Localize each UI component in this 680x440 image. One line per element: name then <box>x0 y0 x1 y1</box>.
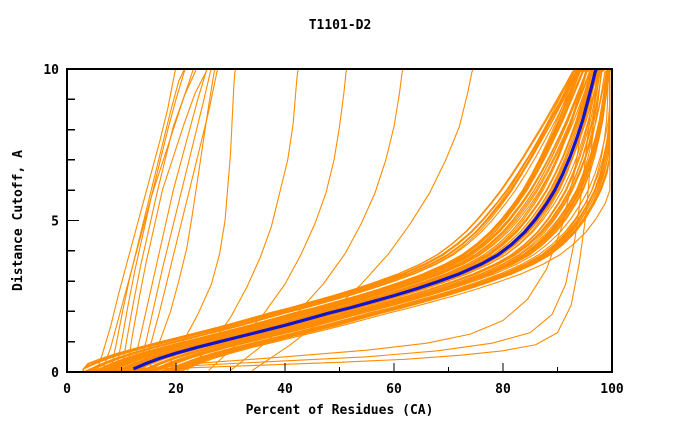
prediction-curve <box>98 69 587 372</box>
prediction-curve-outlier-steep <box>131 69 208 371</box>
prediction-curve <box>112 69 596 372</box>
prediction-curve <box>160 69 612 372</box>
prediction-curve <box>131 69 610 372</box>
prediction-curve-outlier-steep <box>115 69 186 371</box>
reference-curve <box>132 69 599 371</box>
prediction-curve-outlier-steep <box>120 69 197 371</box>
prediction-curve-outlier-mid <box>186 69 300 371</box>
prediction-curve <box>100 69 590 372</box>
chart-title: T1101-D2 <box>308 18 372 33</box>
prediction-curve-outlier-steep <box>126 69 208 371</box>
prediction-curve <box>100 69 594 372</box>
prediction-curve-outlier-steep <box>137 69 213 371</box>
axis-ticks-layer <box>66 68 613 373</box>
prediction-curve-outlier-steep <box>110 69 185 371</box>
y-tick-label: 10 <box>43 63 59 78</box>
prediction-curve-outlier-steep <box>142 69 219 371</box>
x-axis-label: Percent of Residues (CA) <box>246 403 434 418</box>
prediction-curve-outlier-mid <box>230 69 404 371</box>
y-axis-label: Distance Cutoff, A <box>11 150 26 291</box>
prediction-curve-outlier-steep <box>96 69 177 371</box>
x-tick-label: 100 <box>600 382 624 397</box>
x-tick-label: 20 <box>168 382 184 397</box>
prediction-curve-outlier-mid <box>208 69 348 371</box>
y-tick-label: 0 <box>51 366 59 381</box>
x-tick-label: 80 <box>495 382 511 397</box>
prediction-curve-outlier-steep <box>148 69 216 371</box>
prediction-curve <box>179 69 612 372</box>
prediction-curve <box>83 69 584 372</box>
prediction-curve-outlier-shallow <box>116 69 599 372</box>
x-tick-label: 60 <box>386 382 402 397</box>
axis-tick-labels-layer: 0 20 40 60 80 100 0 5 10 <box>43 63 624 397</box>
prediction-curve <box>102 69 598 372</box>
prediction-curve <box>94 69 590 372</box>
prediction-curve <box>145 69 611 372</box>
x-tick-label: 40 <box>277 382 293 397</box>
data-curves-layer <box>82 69 612 372</box>
prediction-curve-outlier-shallow <box>110 69 596 372</box>
prediction-curve-outlier-mid <box>164 69 237 371</box>
x-tick-label: 0 <box>63 382 71 397</box>
prediction-curve-outlier-mid <box>251 69 474 371</box>
y-tick-label: 5 <box>51 215 59 230</box>
prediction-curve <box>82 69 579 372</box>
